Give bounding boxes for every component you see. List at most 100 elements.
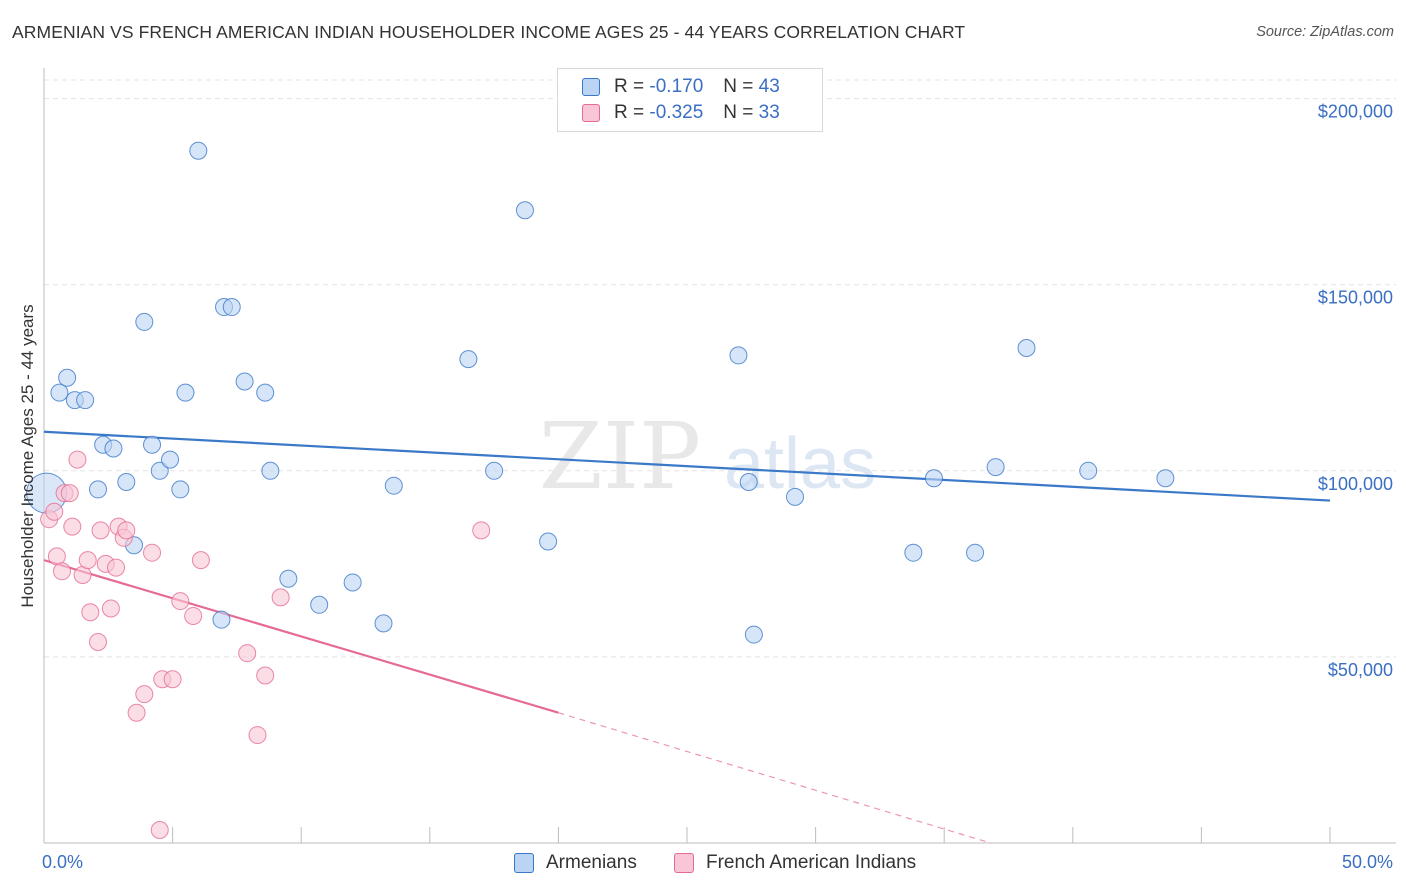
- point-french-american-indians: [63, 517, 82, 536]
- trend-line-french-american-indians: [43, 559, 559, 714]
- legend-row-french-american-indians: R = -0.325 N = 33: [582, 101, 780, 125]
- point-armenians: [1156, 469, 1175, 488]
- point-armenians: [739, 472, 758, 491]
- point-armenians: [374, 614, 393, 633]
- point-french-american-indians: [472, 521, 491, 540]
- legend-r-label: R =: [614, 76, 645, 97]
- watermark-zip: ZIP: [539, 403, 701, 510]
- point-armenians: [310, 595, 329, 614]
- point-armenians: [279, 569, 298, 588]
- bottom-legend-swatch-blue: [514, 853, 534, 873]
- point-armenians: [966, 543, 985, 562]
- point-armenians: [343, 573, 362, 592]
- axes: [43, 68, 1396, 844]
- bottom-legend-label: French American Indians: [706, 852, 917, 873]
- point-armenians: [117, 472, 136, 491]
- point-french-american-indians: [89, 633, 108, 652]
- point-armenians: [256, 383, 275, 402]
- trend-line-extension: [558, 712, 991, 844]
- point-armenians: [261, 461, 280, 480]
- bottom-legend-french-american-indians: French American Indians: [674, 852, 916, 874]
- legend-n-label: N =: [723, 76, 754, 97]
- point-french-american-indians: [171, 592, 190, 611]
- point-french-american-indians: [107, 558, 126, 577]
- point-armenians: [104, 439, 123, 458]
- legend-row-armenians: R = -0.170 N = 43: [582, 75, 780, 99]
- point-armenians: [924, 469, 943, 488]
- point-french-american-indians: [163, 670, 182, 689]
- point-armenians: [1017, 338, 1036, 357]
- source-credit: Source: ZipAtlas.com: [1256, 24, 1394, 40]
- legend-swatch-pink: [582, 104, 600, 122]
- point-armenians: [58, 368, 77, 387]
- point-french-american-indians: [238, 644, 257, 663]
- point-french-american-indians: [91, 521, 110, 540]
- point-french-american-indians: [135, 685, 154, 704]
- point-armenians: [729, 346, 748, 365]
- point-armenians: [515, 201, 534, 220]
- point-french-american-indians: [184, 606, 203, 625]
- point-french-american-indians: [101, 599, 120, 618]
- point-french-american-indians: [60, 484, 79, 503]
- y-tick-labels: $50,000 $100,000 $150,000 $200,000: [1318, 102, 1393, 680]
- bottom-legend-swatch-pink: [674, 853, 694, 873]
- point-french-american-indians: [68, 450, 87, 469]
- data-points: [26, 141, 1175, 839]
- point-french-american-indians: [150, 820, 169, 839]
- point-armenians: [539, 532, 558, 551]
- point-armenians: [384, 476, 403, 495]
- point-armenians: [189, 141, 208, 160]
- point-armenians: [222, 298, 241, 317]
- point-french-american-indians: [81, 603, 100, 622]
- point-armenians: [135, 312, 154, 331]
- correlation-legend: R = -0.170 N = 43 R = -0.325 N = 33: [557, 68, 823, 132]
- point-armenians: [459, 350, 478, 369]
- point-french-american-indians: [248, 726, 267, 745]
- point-armenians: [904, 543, 923, 562]
- point-armenians: [143, 435, 162, 454]
- legend-r-label: R =: [614, 102, 645, 123]
- point-armenians: [150, 461, 169, 480]
- chart-title: ARMENIAN VS FRENCH AMERICAN INDIAN HOUSE…: [12, 22, 966, 42]
- point-armenians: [986, 458, 1005, 477]
- x-axis-min-label: 0.0%: [42, 852, 84, 872]
- point-french-american-indians: [45, 502, 64, 521]
- point-armenians: [161, 450, 180, 469]
- point-armenians: [485, 461, 504, 480]
- legend-n-value: 43: [758, 76, 780, 97]
- point-french-american-indians: [271, 588, 290, 607]
- point-french-american-indians: [191, 551, 210, 570]
- x-axis-max-label: 50.0%: [1341, 852, 1393, 872]
- point-french-american-indians: [143, 543, 162, 562]
- grid-lines: [44, 79, 1396, 658]
- legend-r-value: -0.325: [649, 102, 704, 123]
- bottom-legend-armenians: Armenians: [514, 852, 637, 874]
- y-tick-label: $200,000: [1318, 102, 1393, 122]
- point-armenians: [744, 625, 763, 644]
- point-armenians: [1079, 461, 1098, 480]
- y-tick-label: $150,000: [1318, 288, 1393, 308]
- legend-r-value: -0.170: [649, 76, 704, 97]
- legend-swatch-blue: [582, 78, 600, 96]
- point-french-american-indians: [127, 703, 146, 722]
- y-tick-label: $100,000: [1318, 474, 1393, 494]
- point-armenians: [171, 480, 190, 499]
- y-axis-label: Householder Income Ages 25 - 44 years: [18, 304, 37, 608]
- legend-n-label: N =: [723, 102, 754, 123]
- point-armenians: [786, 487, 805, 506]
- point-armenians: [176, 383, 195, 402]
- point-french-american-indians: [117, 521, 136, 540]
- y-tick-label: $50,000: [1328, 660, 1393, 680]
- point-armenians: [235, 372, 254, 391]
- bottom-legend-label: Armenians: [546, 852, 637, 873]
- legend-n-value: 33: [758, 102, 780, 123]
- point-armenians: [89, 480, 108, 499]
- watermark: ZIP atlas: [539, 403, 876, 510]
- trend-line-armenians: [43, 430, 1331, 502]
- point-armenians: [76, 391, 95, 410]
- point-french-american-indians: [78, 551, 97, 570]
- point-french-american-indians: [256, 666, 275, 685]
- point-french-american-indians: [53, 562, 72, 581]
- point-armenians: [212, 610, 231, 629]
